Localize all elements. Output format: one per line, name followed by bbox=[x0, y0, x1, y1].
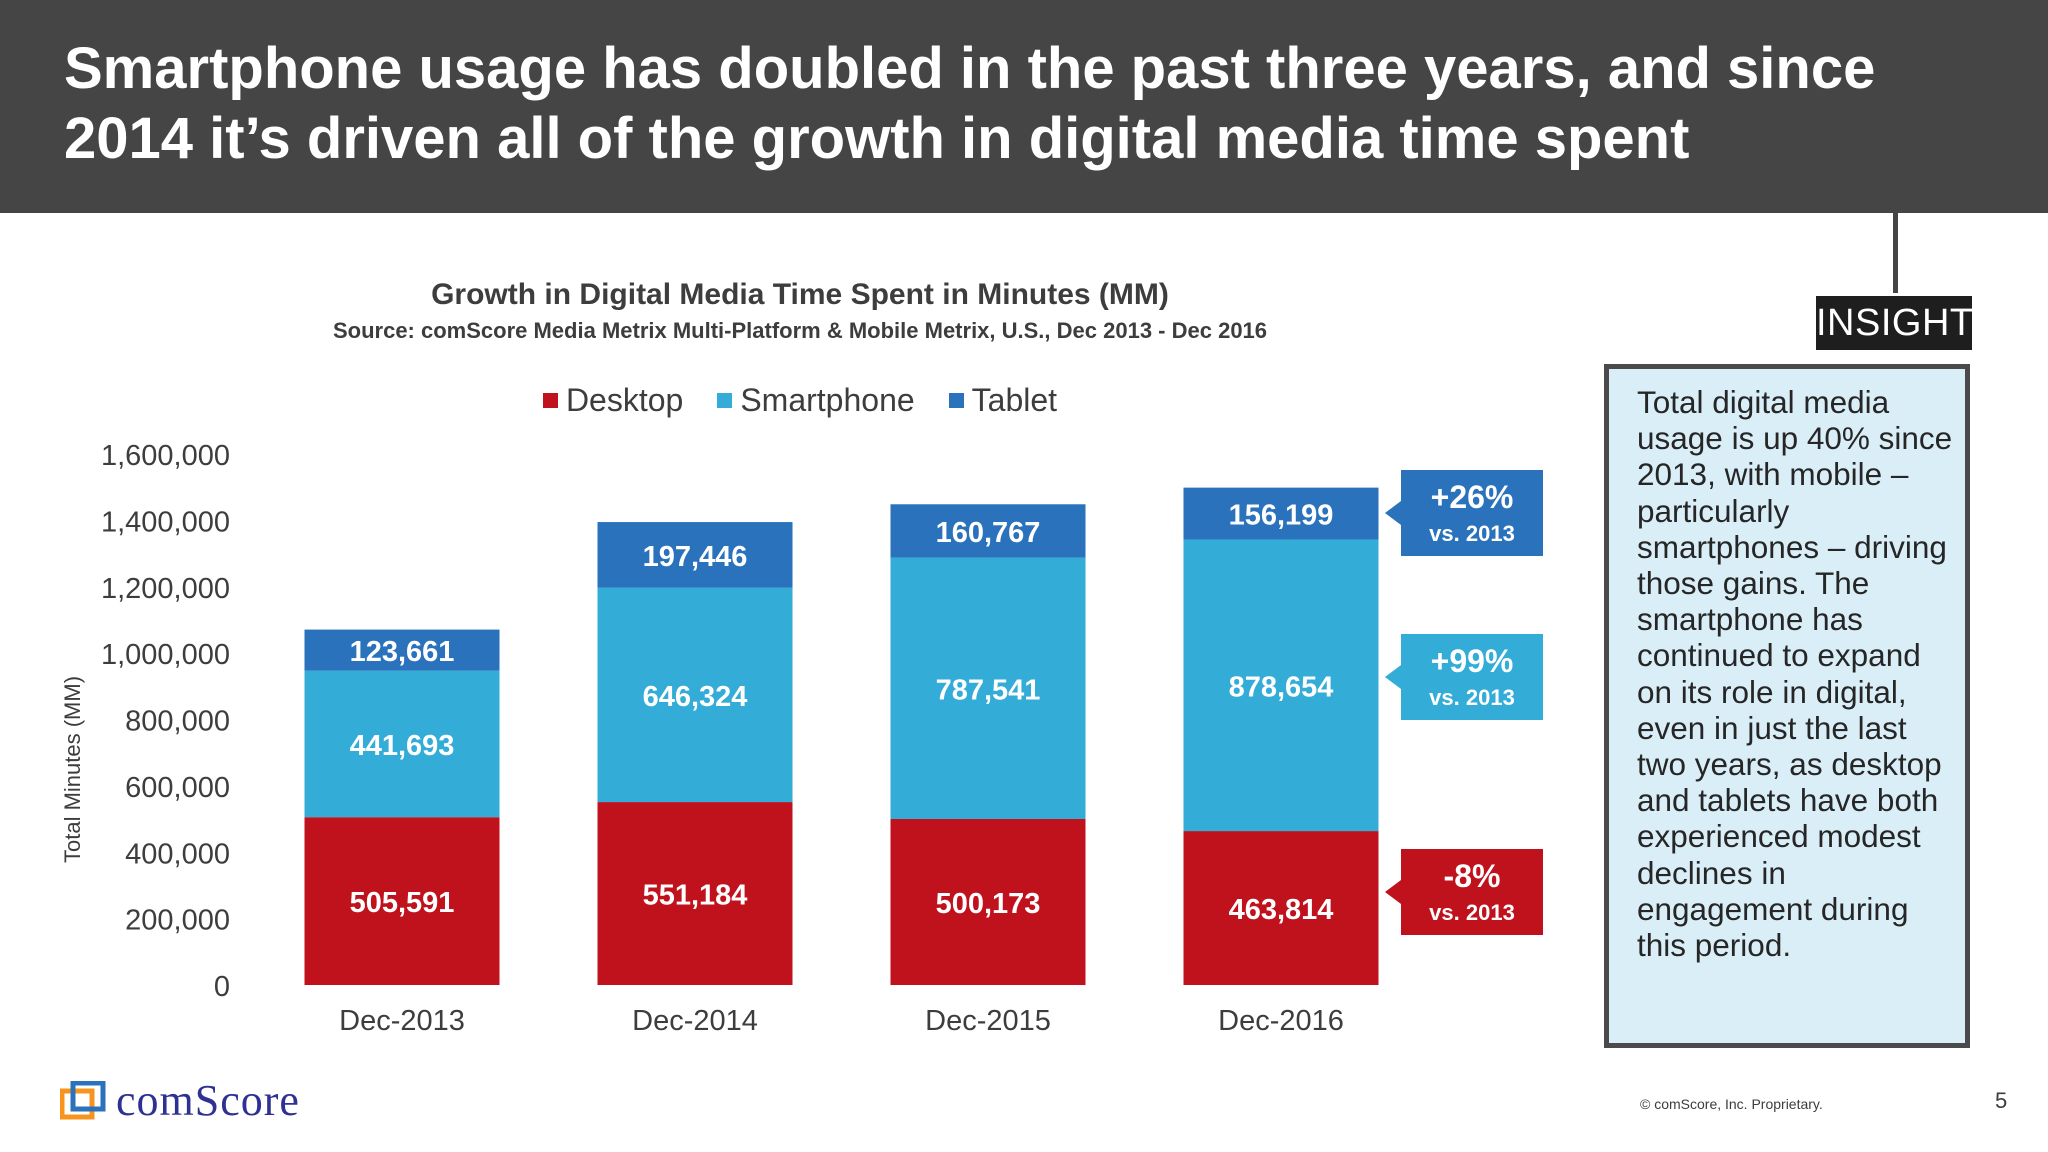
bar-tablet-dec-2016 bbox=[1183, 487, 1379, 540]
bar-desktop-dec-2013 bbox=[304, 817, 500, 985]
y-tick-label: 1,600,000 bbox=[101, 440, 230, 472]
data-label-desktop: 505,591 bbox=[350, 887, 455, 919]
y-tick-label: 200,000 bbox=[125, 905, 230, 937]
chart-legend: Desktop Smartphone Tablet bbox=[300, 382, 1300, 419]
data-label-tablet: 160,767 bbox=[936, 517, 1041, 549]
legend-item-desktop: Desktop bbox=[542, 382, 684, 419]
y-tick-label: 0 bbox=[214, 971, 230, 1003]
data-label-tablet: 123,661 bbox=[350, 636, 455, 668]
bar-desktop-dec-2016 bbox=[1183, 831, 1379, 985]
callout-box-tablet bbox=[1401, 470, 1543, 556]
data-label-tablet: 156,199 bbox=[1229, 500, 1334, 532]
legend-item-tablet: Tablet bbox=[948, 382, 1058, 419]
data-label-smartphone: 787,541 bbox=[936, 674, 1041, 706]
y-tick-label: 1,200,000 bbox=[101, 573, 230, 605]
slide-title: Smartphone usage has doubled in the past… bbox=[64, 36, 1876, 171]
copyright: © comScore, Inc. Proprietary. bbox=[1640, 1096, 1823, 1112]
insight-connector-line bbox=[1893, 213, 1898, 293]
bar-smartphone-dec-2013 bbox=[304, 670, 500, 818]
data-label-desktop: 500,173 bbox=[936, 888, 1041, 920]
y-tick-label: 600,000 bbox=[125, 772, 230, 804]
legend-swatch-tablet bbox=[948, 393, 964, 408]
bar-smartphone-dec-2015 bbox=[890, 557, 1086, 820]
insight-box bbox=[1604, 364, 1970, 1048]
data-label-desktop: 551,184 bbox=[643, 880, 748, 912]
bar-tablet-dec-2014 bbox=[597, 522, 793, 588]
y-axis-label: Total Minutes (MM) bbox=[60, 676, 85, 863]
callout-pointer-tablet bbox=[1385, 501, 1401, 525]
x-tick-label: Dec-2014 bbox=[632, 1005, 758, 1037]
bar-tablet-dec-2015 bbox=[890, 504, 1086, 558]
legend-swatch-desktop bbox=[542, 393, 558, 408]
x-tick-label: Dec-2016 bbox=[1218, 1005, 1344, 1037]
legend-swatch-smartphone bbox=[717, 393, 733, 408]
bar-desktop-dec-2015 bbox=[890, 819, 1086, 985]
bar-smartphone-dec-2016 bbox=[1183, 539, 1379, 832]
data-label-smartphone: 646,324 bbox=[643, 681, 748, 713]
callout-sub-smartphone: vs. 2013 bbox=[1429, 685, 1515, 710]
comscore-logo-text: comScore bbox=[116, 1076, 300, 1125]
callout-change-smartphone: +99% bbox=[1431, 643, 1514, 679]
callout-change-desktop: -8% bbox=[1444, 858, 1501, 894]
data-label-tablet: 197,446 bbox=[643, 541, 748, 573]
legend-label-smartphone: Smartphone bbox=[740, 382, 915, 418]
legend-label-desktop: Desktop bbox=[565, 382, 684, 418]
chart-source: Source: comScore Media Metrix Multi-Plat… bbox=[332, 318, 1268, 343]
x-tick-label: Dec-2013 bbox=[339, 1005, 465, 1037]
insight-tag: INSIGHT bbox=[1816, 296, 1973, 350]
callout-box-smartphone bbox=[1401, 634, 1543, 720]
callout-pointer-desktop bbox=[1385, 880, 1401, 904]
callout-sub-tablet: vs. 2013 bbox=[1429, 521, 1515, 546]
comscore-logo: comScore bbox=[60, 1075, 300, 1126]
legend-label-tablet: Tablet bbox=[971, 382, 1058, 418]
y-tick-label: 1,000,000 bbox=[101, 639, 230, 671]
y-tick-label: 1,400,000 bbox=[101, 506, 230, 538]
callout-box-desktop bbox=[1401, 849, 1543, 935]
page-number: 5 bbox=[1995, 1088, 2008, 1113]
callout-change-tablet: +26% bbox=[1431, 479, 1514, 515]
insight-text: Total digital media usage is up 40% sinc… bbox=[1637, 384, 1953, 964]
bar-tablet-dec-2013 bbox=[304, 629, 500, 671]
y-tick-label: 800,000 bbox=[125, 706, 230, 738]
chart-title: Growth in Digital Media Time Spent in Mi… bbox=[431, 278, 1169, 311]
callout-sub-desktop: vs. 2013 bbox=[1429, 900, 1515, 925]
bar-desktop-dec-2014 bbox=[597, 802, 793, 985]
data-label-smartphone: 878,654 bbox=[1229, 671, 1334, 703]
bar-smartphone-dec-2014 bbox=[597, 587, 793, 803]
header-bar: Smartphone usage has doubled in the past… bbox=[0, 0, 2048, 213]
data-label-smartphone: 441,693 bbox=[350, 730, 455, 762]
data-label-desktop: 463,814 bbox=[1229, 894, 1334, 926]
y-tick-label: 400,000 bbox=[125, 838, 230, 870]
comscore-logo-icon bbox=[60, 1080, 106, 1119]
legend-item-smartphone: Smartphone bbox=[717, 382, 915, 419]
x-tick-label: Dec-2015 bbox=[925, 1005, 1051, 1037]
callout-pointer-smartphone bbox=[1385, 665, 1401, 689]
